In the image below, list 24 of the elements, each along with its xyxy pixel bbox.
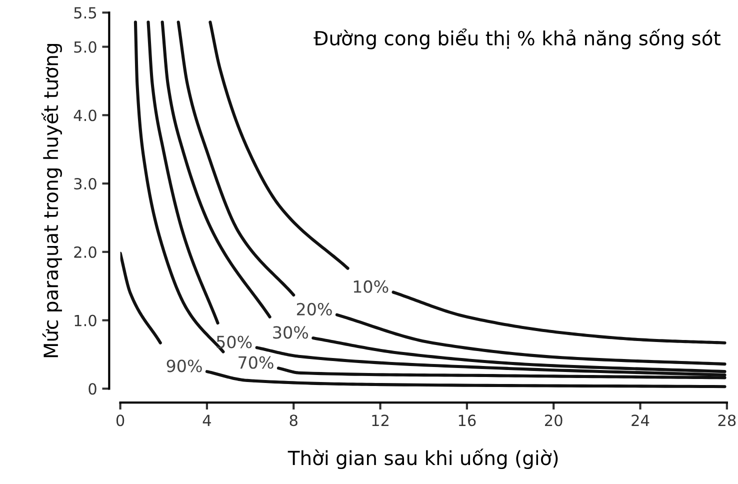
x-tick-label: 12	[372, 414, 388, 426]
series-label: 20%	[296, 302, 332, 316]
series-label: 70%	[238, 356, 274, 369]
y-tick-label: 5.5	[74, 7, 96, 19]
series-label: 10%	[354, 280, 388, 293]
series-label: 30%	[273, 326, 308, 339]
y-tick-label: 5.0	[74, 41, 96, 53]
series-label: 50%	[216, 336, 252, 348]
x-tick-label: 28	[718, 414, 736, 426]
x-tick-label: 24	[632, 414, 650, 426]
y-tick-label: 4.0	[74, 110, 96, 122]
x-tick-label: 20	[545, 414, 562, 426]
y-tick-label: 2.0	[74, 246, 96, 258]
y-tick-label: 0	[88, 383, 96, 395]
y-tick-label: 1.0	[74, 314, 96, 326]
series-label: 90%	[166, 360, 202, 372]
x-tick-label: 8	[290, 414, 298, 426]
x-tick-label: 16	[458, 414, 476, 426]
y-axis-title: Mức paraquat trong huyết tương	[41, 44, 62, 358]
x-tick-label: 4	[202, 414, 211, 426]
x-tick-label: 0	[116, 414, 124, 426]
annotation: Đường cong biểu thị % khả năng sống sót	[314, 28, 720, 50]
x-axis-title: Thời gian sau khi uống (giờ)	[288, 448, 558, 470]
y-tick-label: 3.0	[74, 178, 96, 190]
